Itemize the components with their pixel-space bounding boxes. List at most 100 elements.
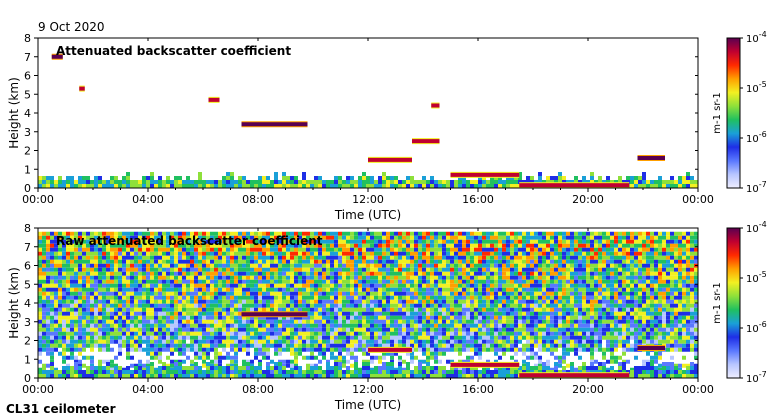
noise-cell xyxy=(366,251,370,256)
noise-cell xyxy=(246,275,250,280)
noise-cell xyxy=(298,259,302,264)
noise-cell xyxy=(218,335,222,340)
noise-cell xyxy=(146,347,150,352)
noise-cell xyxy=(202,315,206,320)
noise-cell xyxy=(94,327,98,332)
noise-cell xyxy=(330,303,334,308)
noise-cell xyxy=(82,231,86,236)
noise-cell xyxy=(370,311,374,316)
noise-cell xyxy=(570,323,574,328)
y-tick-label: 2 xyxy=(24,145,31,158)
noise-cell xyxy=(126,343,130,348)
noise-cell xyxy=(154,271,158,276)
noise-cell xyxy=(470,319,474,324)
noise-cell xyxy=(126,275,130,280)
noise-cell xyxy=(386,259,390,264)
noise-cell xyxy=(526,251,530,256)
noise-cell xyxy=(374,267,378,272)
noise-cell xyxy=(262,283,266,288)
noise-cell xyxy=(410,343,414,348)
noise-cell xyxy=(142,327,146,332)
noise-cell xyxy=(338,327,342,332)
noise-cell xyxy=(498,327,502,332)
noise-cell xyxy=(306,231,310,236)
noise-cell xyxy=(122,259,126,264)
noise-cell xyxy=(406,291,410,296)
noise-cell xyxy=(398,315,402,320)
boundary-cell xyxy=(378,184,382,188)
noise-cell xyxy=(502,295,506,300)
noise-cell xyxy=(330,327,334,332)
noise-cell xyxy=(42,295,46,300)
noise-cell xyxy=(566,299,570,304)
noise-cell xyxy=(154,355,158,360)
noise-cell xyxy=(178,311,182,316)
noise-cell xyxy=(154,263,158,268)
noise-cell xyxy=(234,295,238,300)
noise-cell xyxy=(558,343,562,348)
noise-cell xyxy=(154,291,158,296)
noise-cell xyxy=(526,307,530,312)
noise-cell xyxy=(506,247,510,252)
noise-cell xyxy=(490,303,494,308)
boundary-cell xyxy=(198,180,202,184)
noise-cell xyxy=(126,303,130,308)
noise-cell xyxy=(46,247,50,252)
noise-cell xyxy=(302,335,306,340)
noise-cell xyxy=(202,239,206,244)
noise-cell xyxy=(138,359,142,364)
noise-cell xyxy=(218,319,222,324)
noise-cell xyxy=(58,307,62,312)
noise-cell xyxy=(118,235,122,240)
noise-cell xyxy=(330,323,334,328)
noise-cell xyxy=(214,307,218,312)
noise-cell xyxy=(226,319,230,324)
noise-cell xyxy=(430,327,434,332)
noise-cell xyxy=(514,335,518,340)
noise-cell xyxy=(126,283,130,288)
noise-cell xyxy=(214,347,218,352)
noise-cell xyxy=(418,335,422,340)
noise-cell xyxy=(382,343,386,348)
noise-cell xyxy=(478,295,482,300)
noise-cell xyxy=(562,239,566,244)
noise-cell xyxy=(194,323,198,328)
noise-cell xyxy=(430,331,434,336)
noise-cell xyxy=(182,319,186,324)
noise-cell xyxy=(358,283,362,288)
noise-cell xyxy=(418,291,422,296)
noise-cell xyxy=(178,307,182,312)
noise-cell xyxy=(254,235,258,240)
noise-cell xyxy=(466,343,470,348)
noise-cell xyxy=(414,347,418,352)
noise-cell xyxy=(494,271,498,276)
noise-cell xyxy=(178,347,182,352)
noise-cell xyxy=(514,243,518,248)
noise-cell xyxy=(202,355,206,360)
noise-cell xyxy=(522,251,526,256)
noise-cell xyxy=(118,267,122,272)
noise-cell xyxy=(286,295,290,300)
noise-cell xyxy=(430,243,434,248)
noise-cell xyxy=(194,247,198,252)
noise-cell xyxy=(538,287,542,292)
boundary-cell xyxy=(118,184,122,188)
noise-cell xyxy=(446,267,450,272)
noise-cell xyxy=(398,339,402,344)
noise-cell xyxy=(298,303,302,308)
noise-cell xyxy=(374,327,378,332)
boundary-cell xyxy=(478,180,482,184)
noise-cell xyxy=(154,319,158,324)
noise-cell xyxy=(334,255,338,260)
noise-cell xyxy=(166,279,170,284)
noise-cell xyxy=(58,259,62,264)
noise-cell xyxy=(322,235,326,240)
noise-cell xyxy=(346,335,350,340)
boundary-cell xyxy=(382,172,386,176)
noise-cell xyxy=(502,331,506,336)
noise-cell xyxy=(374,259,378,264)
noise-cell xyxy=(138,287,142,292)
noise-cell xyxy=(230,275,234,280)
noise-cell xyxy=(570,259,574,264)
noise-cell xyxy=(126,243,130,248)
